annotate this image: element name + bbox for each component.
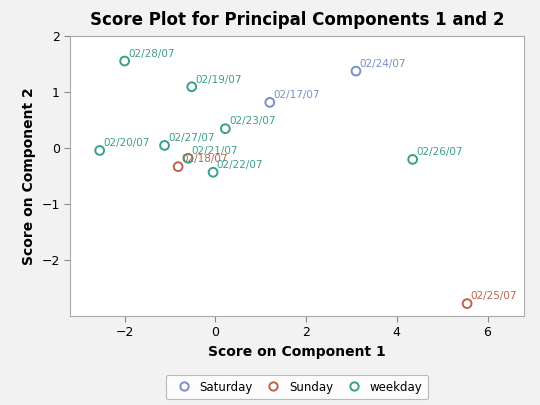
Point (463, 301, 471, 307)
Text: 02/18/07: 02/18/07 (182, 154, 228, 164)
Text: 02/26/07: 02/26/07 (416, 147, 463, 157)
Point (221, 126, 230, 132)
Point (96, 147, 104, 154)
Point (120, 58, 129, 64)
Point (184, 155, 192, 162)
Text: 02/21/07: 02/21/07 (192, 146, 238, 156)
Title: Score Plot for Principal Components 1 and 2: Score Plot for Principal Components 1 an… (90, 11, 504, 29)
Text: 02/22/07: 02/22/07 (217, 160, 263, 170)
Point (160, 142, 169, 149)
Point (174, 164, 183, 170)
Text: 02/20/07: 02/20/07 (103, 138, 150, 148)
Legend: Saturday, Sunday, weekday: Saturday, Sunday, weekday (166, 375, 428, 399)
Text: 02/28/07: 02/28/07 (129, 49, 175, 59)
Text: 02/27/07: 02/27/07 (168, 133, 215, 143)
Text: 02/23/07: 02/23/07 (229, 116, 275, 126)
Y-axis label: Score on Component 2: Score on Component 2 (22, 87, 36, 265)
Point (408, 156, 417, 163)
Point (352, 68, 360, 75)
Point (187, 83, 196, 90)
Text: 02/19/07: 02/19/07 (195, 75, 242, 85)
X-axis label: Score on Component 1: Score on Component 1 (208, 345, 386, 359)
Point (266, 99, 274, 106)
Text: 02/24/07: 02/24/07 (360, 59, 406, 69)
Text: 02/25/07: 02/25/07 (471, 291, 517, 301)
Text: 02/17/07: 02/17/07 (273, 90, 320, 100)
Point (209, 169, 218, 175)
